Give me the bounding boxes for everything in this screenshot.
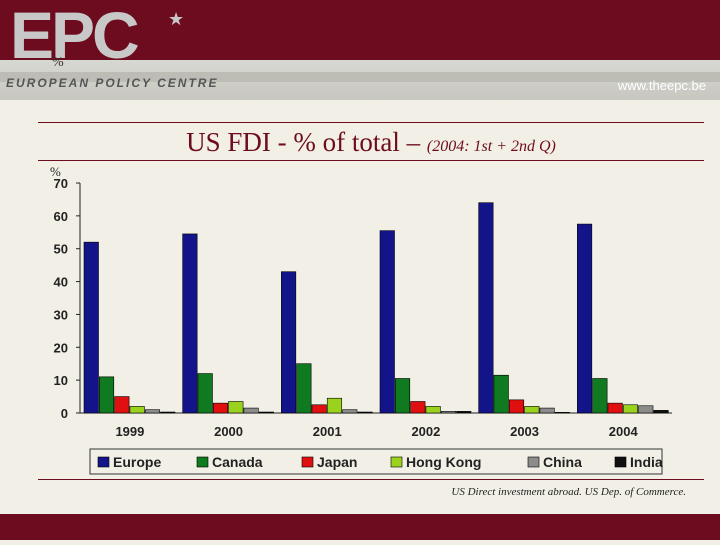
logo-subtitle: EUROPEAN POLICY CENTRE <box>6 76 219 90</box>
bar-japan-2001 <box>311 404 327 414</box>
y-tick-label: 70 <box>54 176 68 191</box>
bar-china-2003 <box>539 407 555 414</box>
bar-china-1999 <box>144 409 160 414</box>
bar-japan-2004 <box>607 402 623 414</box>
legend-label: China <box>543 454 582 470</box>
legend-label: Japan <box>317 454 357 470</box>
y-tick-label: 40 <box>54 275 68 290</box>
y-tick-label: 60 <box>54 209 68 224</box>
title-main: US FDI - % of total – <box>186 127 427 157</box>
bar-canada-2002 <box>394 378 411 414</box>
bar-hong-kong-2003 <box>524 406 540 414</box>
legend-label: Canada <box>212 454 263 470</box>
source-note: US Direct investment abroad. US Dep. of … <box>451 486 686 498</box>
bar-canada-2000 <box>197 373 213 414</box>
x-tick-label: 2001 <box>313 424 342 439</box>
bar-china-2004 <box>638 405 654 414</box>
legend-swatch-hong-kong <box>390 456 403 468</box>
legend-swatch-canada <box>196 456 209 468</box>
bar-canada-2004 <box>592 378 608 414</box>
bar-europe-1999 <box>83 241 99 414</box>
legend-swatch-europe <box>97 456 110 468</box>
title-rule-top <box>38 122 704 123</box>
bar-india-2001 <box>357 411 373 414</box>
bar-china-2001 <box>342 409 358 414</box>
bar-hong-kong-1999 <box>129 406 145 414</box>
source-rule <box>38 479 704 480</box>
bar-japan-1999 <box>114 396 130 414</box>
legend-swatch-india <box>614 456 627 468</box>
bar-hong-kong-2000 <box>228 401 244 414</box>
bar-europe-2004 <box>577 223 593 414</box>
bar-europe-2002 <box>379 230 395 414</box>
x-tick-label: 2003 <box>510 424 539 439</box>
legend-swatch-china <box>527 456 540 468</box>
y-axis-unit: % <box>50 164 61 179</box>
bar-india-2004 <box>653 410 669 414</box>
title-rule-bottom <box>38 160 704 161</box>
y-tick-label: 50 <box>54 242 68 257</box>
bar-china-2000 <box>243 407 259 414</box>
x-tick-label: 2000 <box>214 424 243 439</box>
title-sub: (2004: 1st + 2nd Q) <box>426 138 556 155</box>
star-icon: ★ <box>168 9 185 29</box>
bar-europe-2003 <box>478 202 494 414</box>
bar-canada-2003 <box>493 374 509 414</box>
legend-label: Europe <box>113 454 161 470</box>
bar-japan-2003 <box>508 399 525 414</box>
bar-canada-2001 <box>296 363 312 414</box>
footer-bar <box>0 514 720 540</box>
epc-logo: EPC ★ % <box>0 0 190 100</box>
header-band <box>0 60 720 100</box>
y-tick-label: 30 <box>54 307 68 322</box>
bar-india-2000 <box>258 411 274 414</box>
bar-india-2002 <box>456 411 472 414</box>
bar-canada-1999 <box>99 376 115 414</box>
bar-europe-2000 <box>182 233 198 414</box>
bar-china-2002 <box>440 411 457 414</box>
header-bar <box>0 0 720 60</box>
bar-india-1999 <box>160 411 176 414</box>
legend-swatch-japan <box>301 456 314 468</box>
y-tick-label: 20 <box>54 340 68 355</box>
page-title: US FDI - % of total – (2004: 1st + 2nd Q… <box>38 124 704 165</box>
site-url[interactable]: www.theepc.be <box>617 78 706 93</box>
legend-label: India <box>630 454 663 470</box>
y-tick-label: 0 <box>61 406 68 421</box>
bar-japan-2000 <box>212 402 229 414</box>
bar-japan-2002 <box>410 401 426 414</box>
y-tick-label: 10 <box>54 373 68 388</box>
bar-hong-kong-2001 <box>326 397 343 414</box>
bar-hong-kong-2004 <box>622 404 639 414</box>
legend-label: Hong Kong <box>406 454 481 470</box>
bar-hong-kong-2002 <box>425 406 441 414</box>
logo-percent: % <box>52 55 64 70</box>
legend-box <box>89 448 663 475</box>
x-tick-label: 2002 <box>411 424 440 439</box>
x-tick-label: 1999 <box>115 424 144 439</box>
x-tick-label: 2004 <box>609 424 639 439</box>
logo-text: EPC <box>10 0 140 72</box>
bar-europe-2001 <box>281 271 297 414</box>
bar-india-2003 <box>554 412 570 414</box>
